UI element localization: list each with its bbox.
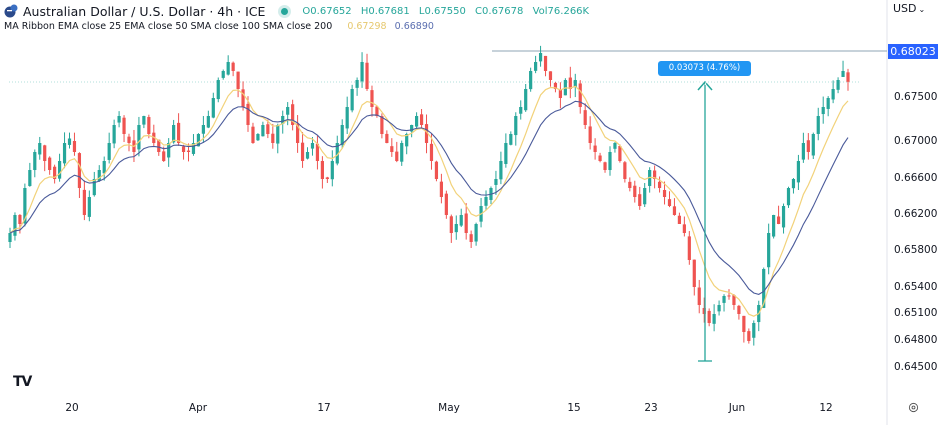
measure-tooltip: 0.03073 (4.76%) 307.3 xyxy=(658,61,751,88)
volume-label: Vol xyxy=(532,5,548,17)
tradingview-logo-icon[interactable]: TV xyxy=(13,374,32,390)
indicator-value-ema50: 0.66890 xyxy=(394,21,434,32)
indicator-value-ema25: 0.67298 xyxy=(347,21,387,32)
close-label: C xyxy=(475,5,483,17)
currency-selector[interactable]: USD ⌄ xyxy=(893,2,925,15)
current-price-tag: 0.68023 xyxy=(888,44,938,59)
ema25-line xyxy=(9,85,849,317)
settings-gear-icon[interactable] xyxy=(908,402,919,413)
candles xyxy=(8,45,850,346)
price-tick-label: 0.65400 xyxy=(894,281,938,293)
open-value: 0.67652 xyxy=(310,5,352,17)
low-value: 0.67550 xyxy=(424,5,466,17)
time-tick-label: 20 xyxy=(65,402,79,414)
price-tick-label: 0.67000 xyxy=(894,135,938,147)
indicator-legend[interactable]: MA Ribbon EMA close 25 EMA close 50 SMA … xyxy=(4,21,434,32)
price-tick-label: 0.65800 xyxy=(894,244,938,256)
price-tick-label: 0.66200 xyxy=(894,208,938,220)
time-tick-label: Jun xyxy=(728,402,746,414)
high-label: H xyxy=(360,5,369,17)
open-label: O xyxy=(302,5,311,17)
currency-label: USD xyxy=(893,2,917,15)
high-value: 0.67681 xyxy=(368,5,410,17)
currency-pair-flag-icon xyxy=(4,4,18,18)
market-status-icon xyxy=(281,7,289,15)
time-tick-label: 15 xyxy=(567,402,581,414)
ohlc-values: O0.67652 H0.67681 L0.67550 C0.67678 Vol7… xyxy=(302,6,589,17)
price-tick-label: 0.64800 xyxy=(894,334,938,346)
symbol-title[interactable]: Australian Dollar / U.S. Dollar · 4h · I… xyxy=(23,3,266,19)
time-tick-label: Apr xyxy=(188,402,208,414)
time-tick-label: 17 xyxy=(317,402,331,414)
time-tick-label: May xyxy=(438,402,460,414)
time-tick-label: 12 xyxy=(819,402,833,414)
price-tick-label: 0.64500 xyxy=(894,361,938,373)
ema50-line xyxy=(9,100,849,295)
indicator-params: EMA close 25 EMA close 50 SMA close 100 … xyxy=(57,21,333,32)
low-label: L xyxy=(418,5,425,17)
symbol-legend: Australian Dollar / U.S. Dollar · 4h · I… xyxy=(4,3,589,19)
measure-arrow[interactable] xyxy=(697,80,713,362)
price-tick-label: 0.67500 xyxy=(894,91,938,103)
volume-value: 76.266K xyxy=(547,5,590,17)
close-value: 0.67678 xyxy=(482,5,524,17)
price-tick-label: 0.65100 xyxy=(894,307,938,319)
indicator-name: MA Ribbon xyxy=(4,21,55,32)
chevron-down-icon: ⌄ xyxy=(918,5,926,14)
price-tick-label: 0.66600 xyxy=(894,172,938,184)
time-tick-label: 23 xyxy=(644,402,658,414)
